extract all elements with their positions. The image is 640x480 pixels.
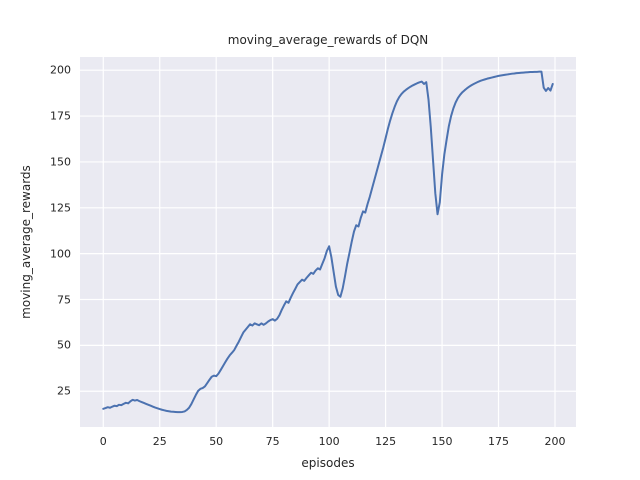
- x-tick-label: 175: [488, 435, 510, 448]
- line-chart-svg: [80, 57, 576, 427]
- x-tick-label: 0: [99, 435, 107, 448]
- y-tick-label: 75: [57, 293, 71, 306]
- x-tick-label: 150: [431, 435, 453, 448]
- chart-title: moving_average_rewards of DQN: [227, 33, 429, 47]
- y-tick-label: 150: [50, 155, 71, 169]
- x-axis-label: episodes: [301, 456, 355, 470]
- y-tick-label: 100: [50, 247, 71, 261]
- y-tick-label: 50: [57, 338, 71, 352]
- x-tick-label: 75: [265, 435, 280, 448]
- reward-line-series: [102, 70, 554, 414]
- x-tick-label: 100: [318, 435, 340, 448]
- x-tick-label: 50: [209, 435, 224, 448]
- y-tick-label: 125: [50, 201, 71, 215]
- plot-area: [80, 57, 576, 427]
- y-tick-label: 25: [57, 384, 71, 398]
- grid-lines: [80, 57, 576, 427]
- y-tick-label: 200: [50, 63, 71, 77]
- x-tick-label: 125: [375, 435, 397, 448]
- y-tick-label: 175: [50, 109, 71, 123]
- x-tick-label: 25: [152, 435, 167, 448]
- x-tick-label: 200: [544, 435, 566, 448]
